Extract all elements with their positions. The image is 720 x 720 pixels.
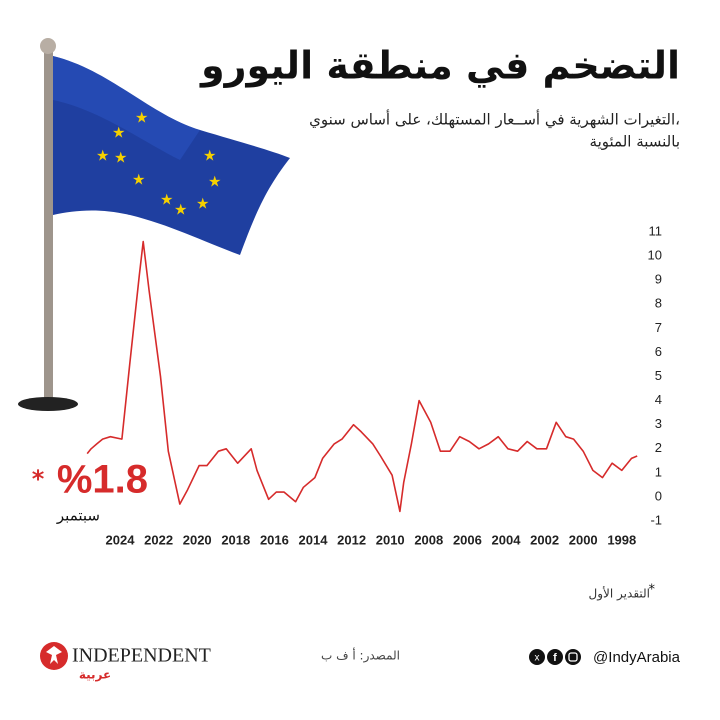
svg-text:★: ★: [135, 109, 148, 127]
svg-text:★: ★: [132, 171, 145, 189]
y-tick-label: -1: [650, 512, 662, 527]
y-tick-label: 9: [655, 272, 662, 287]
svg-text:★: ★: [208, 173, 221, 191]
last-value-label: %1.8: [57, 458, 148, 502]
handle: @IndyArabia: [593, 649, 681, 666]
svg-text:★: ★: [96, 147, 109, 165]
x-tick-label: 2020: [183, 532, 212, 547]
y-tick-label: 11: [649, 223, 663, 238]
svg-text:★: ★: [160, 191, 173, 209]
x-tick-label: 2004: [492, 532, 522, 547]
svg-text:★: ★: [114, 149, 127, 167]
svg-text:f: f: [553, 652, 557, 664]
x-tick-label: 2014: [299, 532, 329, 547]
icon-instagram: [565, 649, 581, 665]
x-tick-label: 2006: [453, 532, 482, 547]
brand-sub: عربية: [79, 668, 111, 682]
pole-top: [40, 38, 56, 54]
y-tick-label: 2: [655, 440, 662, 455]
y-tick-label: 5: [655, 368, 662, 383]
y-tick-label: 0: [655, 488, 662, 503]
x-tick-label: 2000: [569, 532, 598, 547]
subtitle: بالنسبة المئوية: [590, 133, 680, 151]
svg-text:★: ★: [203, 147, 216, 165]
x-tick-label: 2012: [337, 532, 366, 547]
y-tick-label: 4: [655, 392, 662, 407]
x-tick-label: 2024: [106, 532, 136, 547]
y-tick-label: 10: [648, 248, 662, 263]
icon-facebook: [547, 649, 563, 665]
y-tick-label: 7: [655, 320, 662, 335]
y-tick-label: 8: [655, 296, 662, 311]
x-tick-label: 2010: [376, 532, 405, 547]
x-tick-label: 2022: [144, 532, 173, 547]
source: المصدر: أ ف ب: [321, 648, 400, 664]
flag-pole: [44, 50, 53, 405]
title: التضخم في منطقة اليورو: [199, 44, 680, 89]
footnote: التقدير الأول: [589, 586, 650, 602]
x-tick-label: 2018: [221, 532, 250, 547]
data-line: [86, 240, 638, 513]
svg-text:★: ★: [196, 195, 209, 213]
logo-eagle: [46, 646, 62, 664]
pole-base: [18, 397, 78, 411]
icon-x: [529, 649, 545, 665]
x-tick-label: 1998: [607, 532, 636, 547]
svg-text:★: ★: [112, 124, 125, 142]
x-tick-label: 2002: [530, 532, 559, 547]
svg-text:★: ★: [174, 201, 187, 219]
chart: -1 0 1 2 3 4 5 6 7 8 9 10 11 2024 2022 2020 2018 2016 2014…: [86, 223, 663, 547]
footnote-marker: *: [649, 583, 656, 598]
brand: INDEPENDENT: [72, 645, 211, 667]
flag-shade: [53, 56, 200, 160]
svg-text:x: x: [535, 653, 540, 664]
x-tick-label: 2016: [260, 532, 289, 547]
y-tick-label: 1: [655, 464, 662, 479]
y-tick-label: 6: [655, 344, 662, 359]
note-marker: *: [32, 465, 45, 493]
x-tick-label: 2008: [414, 532, 443, 547]
subtitle: التغيرات الشهرية في أســعار المستهلك، عل…: [309, 110, 680, 130]
flag-stars: ★★★ ★★★ ★ ★★ ★: [96, 109, 221, 219]
last-value-month: سبتمبر: [56, 507, 100, 525]
y-tick-label: 3: [655, 416, 662, 431]
social-icons: x f: [529, 649, 581, 665]
flag: ★★★ ★★★ ★ ★★ ★: [18, 38, 290, 411]
